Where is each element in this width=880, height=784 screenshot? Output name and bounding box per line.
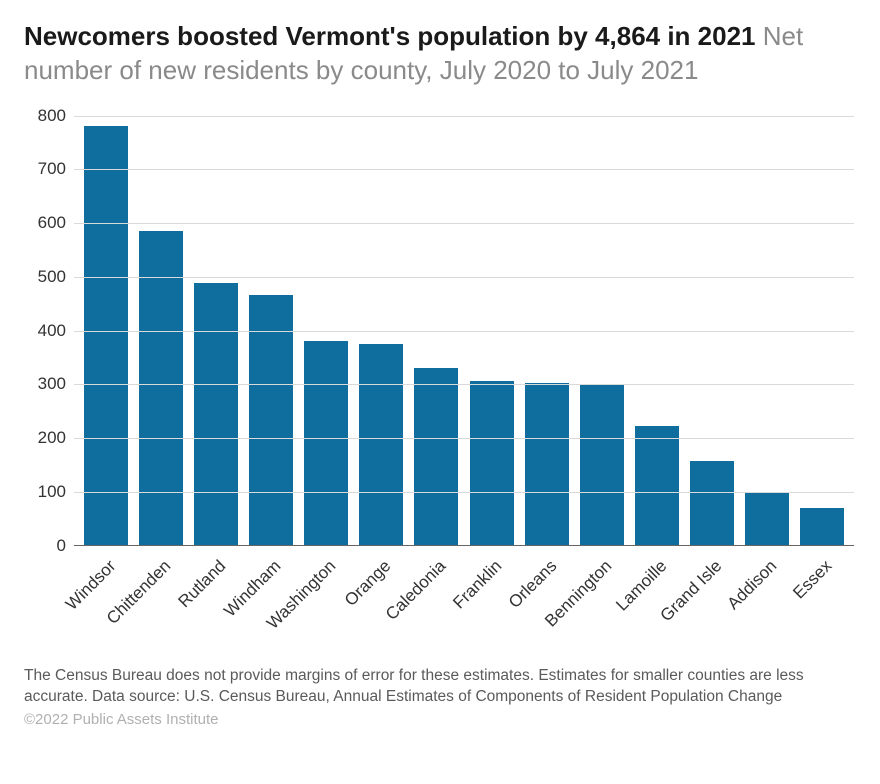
- gridline: [74, 331, 854, 332]
- y-tick-label: 500: [38, 267, 66, 287]
- y-tick-label: 0: [57, 536, 66, 556]
- bar: [414, 368, 458, 545]
- y-tick-label: 800: [38, 106, 66, 126]
- chart-title-block: Newcomers boosted Vermont's population b…: [24, 20, 856, 88]
- chart-copyright: ©2022 Public Assets Institute: [24, 711, 856, 728]
- bar: [470, 381, 514, 545]
- y-tick-label: 400: [38, 321, 66, 341]
- gridline: [74, 384, 854, 385]
- y-tick-label: 200: [38, 428, 66, 448]
- y-tick-label: 300: [38, 374, 66, 394]
- chart-title-main: Newcomers boosted Vermont's population b…: [24, 21, 756, 51]
- chart-footnote: The Census Bureau does not provide margi…: [24, 666, 856, 708]
- y-tick-label: 700: [38, 159, 66, 179]
- bar: [139, 231, 183, 545]
- gridline: [74, 438, 854, 439]
- bar: [84, 126, 128, 544]
- y-axis: 0100200300400500600700800: [24, 116, 74, 546]
- y-tick-label: 600: [38, 213, 66, 233]
- gridline: [74, 169, 854, 170]
- bar: [359, 344, 403, 545]
- gridline: [74, 277, 854, 278]
- bar: [745, 493, 789, 545]
- bar: [635, 426, 679, 545]
- bar: [249, 295, 293, 544]
- bar: [580, 384, 624, 545]
- bar: [304, 341, 348, 545]
- chart-area: 0100200300400500600700800 WindsorChitten…: [24, 116, 854, 546]
- bar: [194, 283, 238, 544]
- y-tick-label: 100: [38, 482, 66, 502]
- plot-region: WindsorChittendenRutlandWindhamWashingto…: [74, 116, 854, 546]
- bar: [525, 383, 569, 545]
- gridline: [74, 223, 854, 224]
- bar: [690, 461, 734, 544]
- gridline: [74, 116, 854, 117]
- gridline: [74, 492, 854, 493]
